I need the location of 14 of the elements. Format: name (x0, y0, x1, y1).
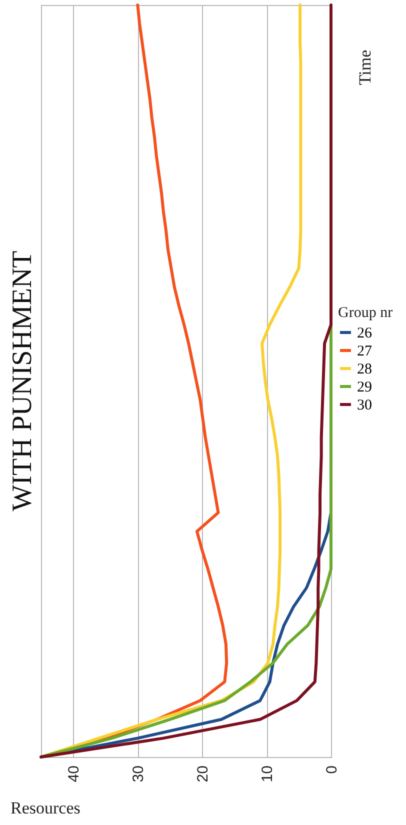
x-tick-label: 0 (324, 766, 340, 774)
legend-label: 29 (357, 380, 372, 396)
x-tick-label: 30 (130, 766, 148, 782)
legend-title: Group nr (338, 305, 393, 321)
y-axis-title: Time (356, 50, 374, 86)
x-tick-label: 20 (194, 766, 212, 782)
x-axis-title: Resources (10, 798, 80, 818)
legend-label: 30 (357, 398, 372, 414)
legend-label: 26 (357, 326, 372, 342)
text: WITH PUNISHMENT (7, 250, 38, 512)
legend-label: 27 (357, 344, 372, 360)
x-tick-label: 10 (259, 766, 276, 782)
legend-label: 28 (357, 362, 372, 378)
x-tick-label: 40 (66, 766, 83, 782)
